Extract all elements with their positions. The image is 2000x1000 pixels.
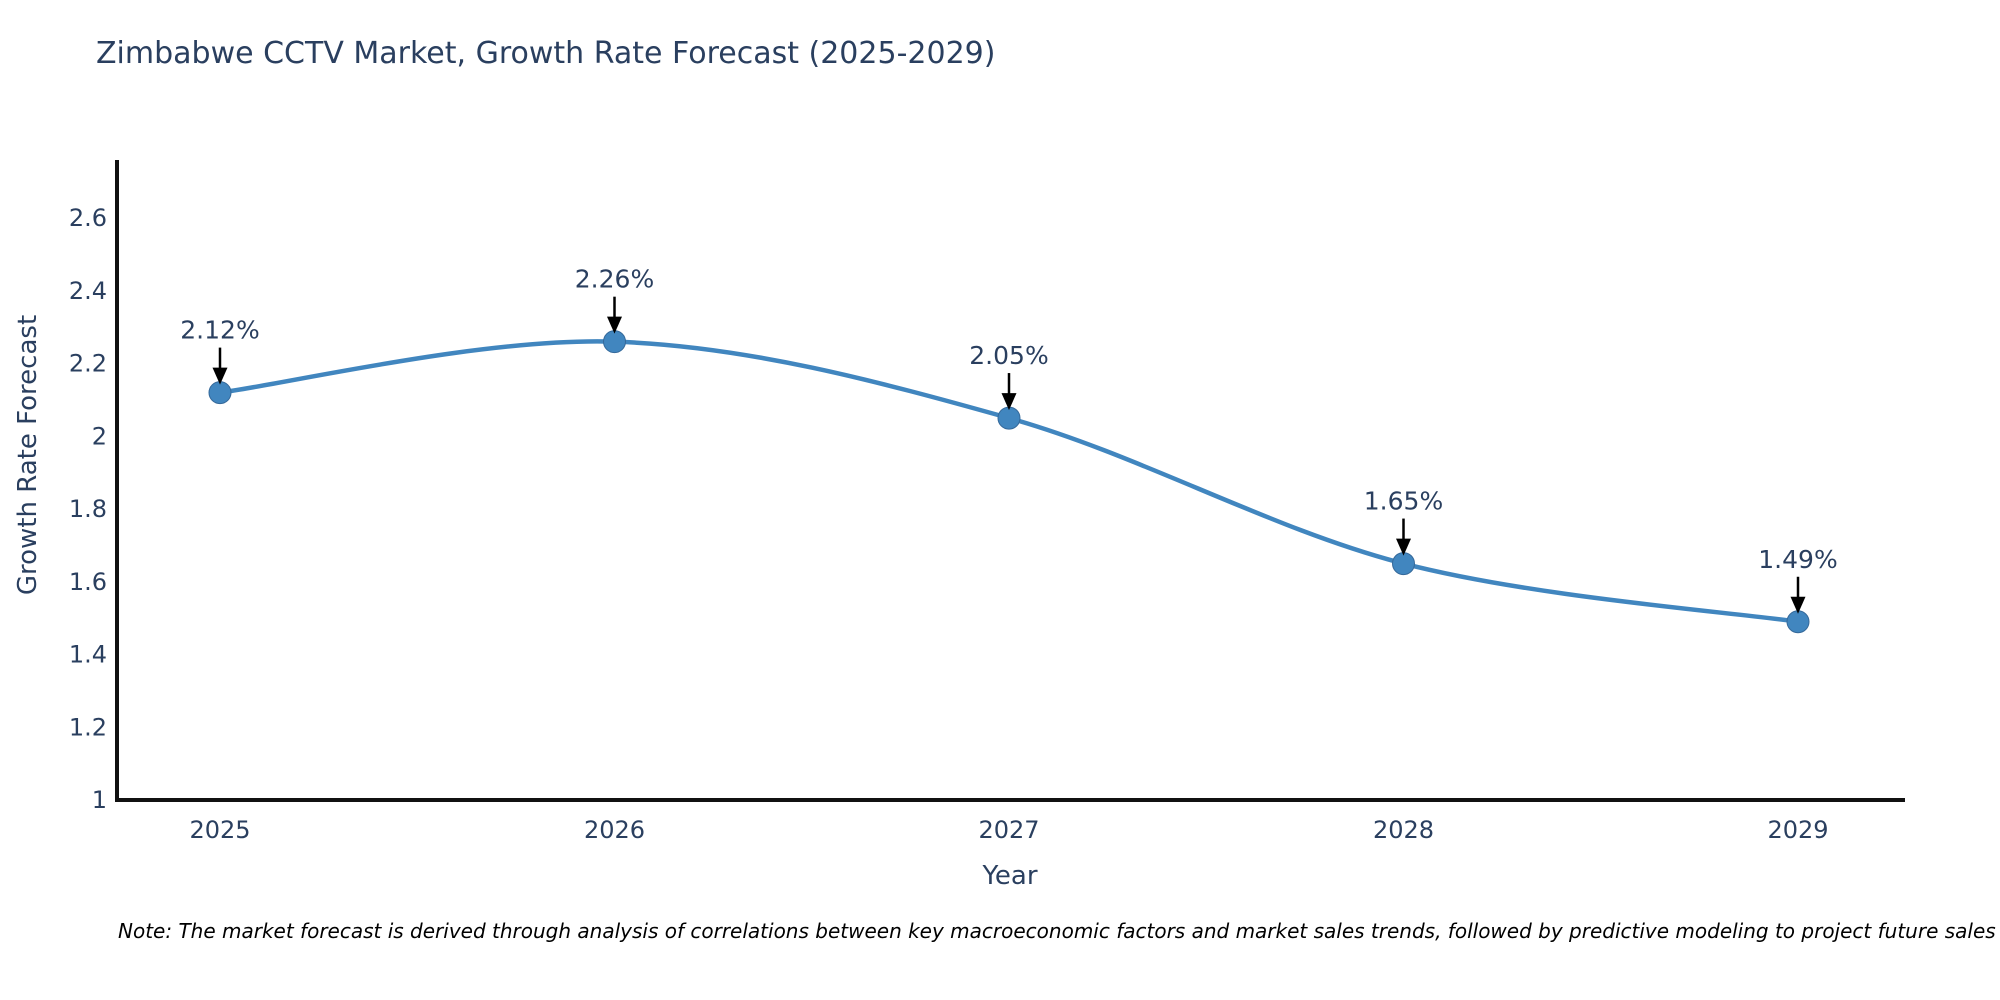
annotation-label: 2.12%	[180, 316, 259, 345]
annotation-arrowhead	[1001, 393, 1017, 411]
x-tick-label: 2027	[978, 816, 1039, 844]
data-point-marker	[1786, 610, 1810, 634]
annotation-label: 1.65%	[1364, 487, 1443, 516]
y-tick-label: 1	[92, 786, 107, 814]
chart-title: Zimbabwe CCTV Market, Growth Rate Foreca…	[96, 36, 996, 71]
data-point-marker	[997, 406, 1021, 430]
annotation-arrowhead	[212, 367, 228, 385]
y-tick-label: 2.4	[69, 277, 107, 305]
data-point-marker	[603, 330, 626, 354]
y-tick-label: 2	[92, 422, 107, 450]
x-tick-label: 2026	[584, 816, 645, 844]
annotation-arrowhead	[1396, 538, 1411, 556]
y-tick-label: 1.8	[69, 495, 107, 523]
annotation-arrowhead	[607, 316, 622, 334]
annotation-label: 1.49%	[1758, 545, 1837, 574]
data-point-marker	[208, 381, 232, 405]
annotation-label: 2.05%	[969, 341, 1048, 370]
y-tick-label: 2.6	[69, 204, 107, 232]
x-tick-label: 2029	[1767, 816, 1828, 844]
y-tick-label: 1.6	[69, 568, 107, 596]
y-tick-label: 1.2	[69, 713, 107, 741]
y-tick-label: 2.2	[69, 350, 107, 378]
data-point-marker	[1392, 552, 1415, 576]
annotation-label: 2.26%	[575, 265, 654, 294]
x-tick-label: 2025	[189, 816, 250, 844]
x-axis-title: Year	[982, 861, 1038, 891]
footnote: Note: The market forecast is derived thr…	[118, 919, 1996, 943]
annotation-arrowhead	[1790, 596, 1806, 614]
x-tick-label: 2028	[1373, 816, 1434, 844]
y-tick-label: 1.4	[69, 641, 107, 669]
